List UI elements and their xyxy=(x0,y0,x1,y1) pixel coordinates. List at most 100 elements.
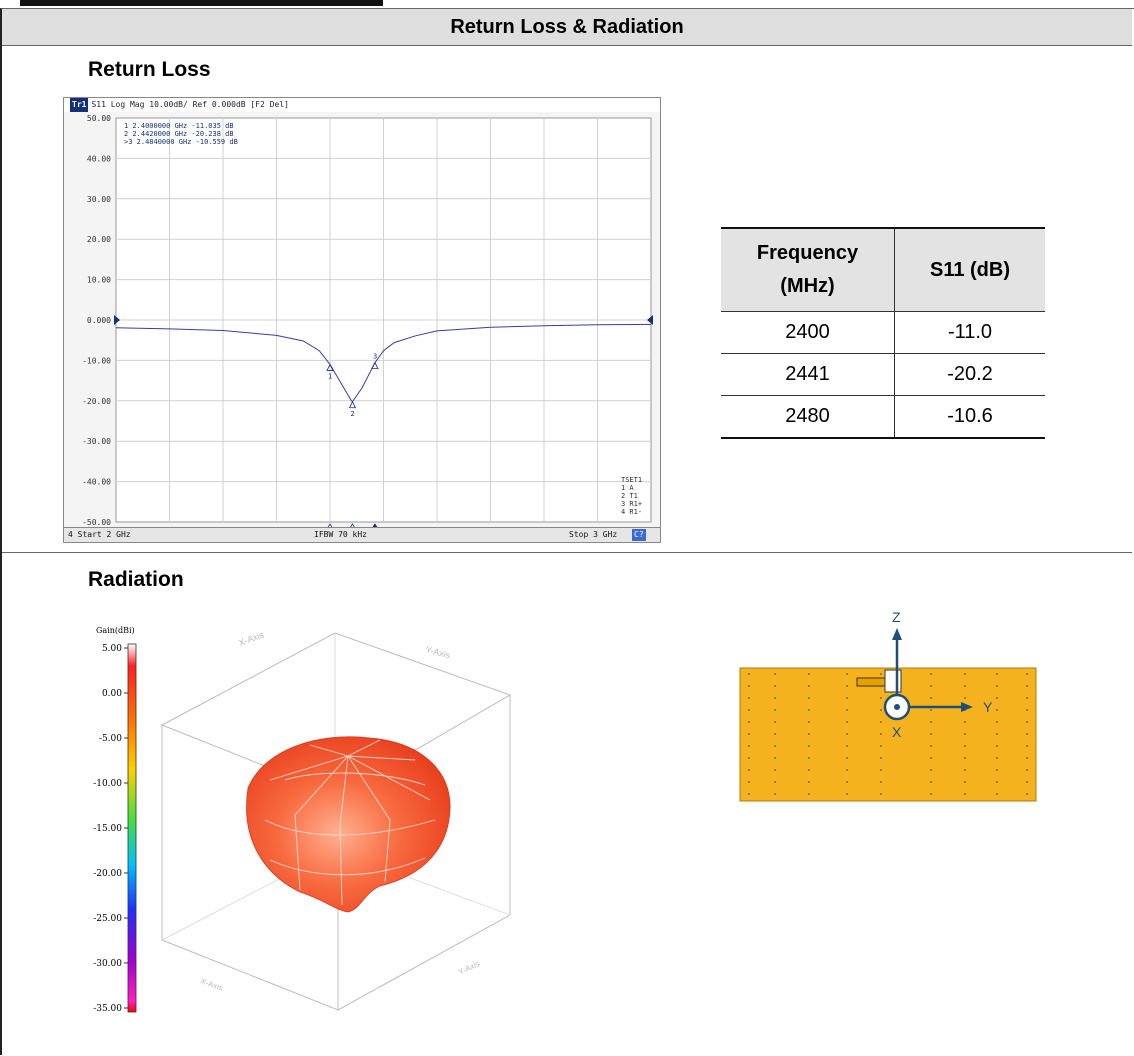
via-dot xyxy=(1026,781,1028,783)
via-dot xyxy=(1026,745,1028,747)
y-tick-label: 20.00 xyxy=(87,235,111,244)
pattern-mesh xyxy=(264,739,436,906)
via-dot xyxy=(748,793,750,795)
via-dot xyxy=(930,673,932,675)
y-tick-label: -10.00 xyxy=(82,356,111,365)
colorbar-title: Gain(dBi) xyxy=(96,626,135,635)
tset-legend: 4 R1- xyxy=(621,508,642,516)
radiation-pattern: Gain(dBi) 5.00 0.00 -5.00 -10.00 -15.00 -20.0… xyxy=(93,626,512,1014)
return-loss-heading: Return Loss xyxy=(88,58,211,81)
via-dot xyxy=(748,757,750,759)
via-dot xyxy=(774,793,776,795)
via-dot xyxy=(880,733,882,735)
via-dot xyxy=(880,673,882,675)
footer-start: 4 Start 2 GHz xyxy=(68,530,131,539)
via-dot xyxy=(808,697,810,699)
via-dot xyxy=(846,757,848,759)
via-dot xyxy=(930,793,932,795)
vna-header-text: S11 Log Mag 10.00dB/ Ref 0.000dB [F2 Del… xyxy=(91,100,289,109)
cell-frequency: 2400 xyxy=(721,311,895,354)
via-dot xyxy=(930,709,932,711)
via-dot xyxy=(996,709,998,711)
via-dot xyxy=(808,757,810,759)
y-label: Y xyxy=(983,699,993,715)
trace-line-s11 xyxy=(115,323,652,403)
tset-legend: 1 A xyxy=(621,484,634,492)
via-dot xyxy=(748,781,750,783)
page-title: Return Loss & Radiation xyxy=(450,15,684,38)
via-dot xyxy=(774,673,776,675)
via-dot xyxy=(808,793,810,795)
via-dot xyxy=(774,733,776,735)
header-frequency: Frequency (MHz) xyxy=(721,227,895,312)
via-dot xyxy=(996,673,998,675)
via-dot xyxy=(964,745,966,747)
y-tick-label: -50.00 xyxy=(82,518,111,527)
s11-plot: 50.00 40.00 30.00 20.00 10.00 0.000 -10.00 -20.… xyxy=(82,114,653,533)
colorbar-ticks: 5.00 0.00 -5.00 -10.00 -15.00 -20.00 -25.00 -30… xyxy=(93,644,128,1014)
via-dot xyxy=(808,709,810,711)
via-dot xyxy=(880,709,882,711)
z-arrowhead xyxy=(892,628,902,640)
colorbar-tick-label: -5.00 xyxy=(99,734,122,744)
section-title-bar: Return Loss & Radiation xyxy=(2,9,1132,46)
via-dot xyxy=(1026,733,1028,735)
header-s11: S11 (dB) xyxy=(894,227,1045,312)
y-tick-label: -30.00 xyxy=(82,437,111,446)
via-dot xyxy=(930,781,932,783)
cell-frequency: 2480 xyxy=(721,395,895,439)
connector xyxy=(884,669,902,693)
y-tick-label: 50.00 xyxy=(87,114,111,123)
y-arrowhead xyxy=(961,702,973,712)
via-dot xyxy=(846,745,848,747)
via-dot xyxy=(930,733,932,735)
colorbar-tick-label: -35.00 xyxy=(93,1004,122,1014)
colorbar-tick-label: 0.00 xyxy=(102,689,122,699)
via-dot xyxy=(774,781,776,783)
via-dot xyxy=(748,769,750,771)
via-dot xyxy=(774,697,776,699)
via-dot xyxy=(996,721,998,723)
via-dot xyxy=(964,721,966,723)
vna-screen: Tr1 S11 Log Mag 10.00dB/ Ref 0.000dB [F2 … xyxy=(63,97,661,543)
colorbar xyxy=(127,643,137,1013)
trace-tag: Tr1 xyxy=(70,98,89,112)
via-dot xyxy=(808,685,810,687)
via-dot xyxy=(880,769,882,771)
via-dot xyxy=(808,733,810,735)
ref-marker-right xyxy=(647,315,653,325)
x-axis-dot xyxy=(894,704,900,710)
colorbar-tick-label: -30.00 xyxy=(93,959,122,969)
vna-header: Tr1 S11 Log Mag 10.00dB/ Ref 0.000dB [F2 … xyxy=(64,98,660,112)
cell-s11: -10.6 xyxy=(894,395,1045,439)
top-rule xyxy=(20,0,383,6)
via-dot xyxy=(846,781,848,783)
via-dot xyxy=(880,793,882,795)
via-dot xyxy=(880,745,882,747)
via-dot xyxy=(996,733,998,735)
via-dot xyxy=(930,697,932,699)
via-dot xyxy=(996,793,998,795)
marker-readout: 1 2.4000000 GHz -11.035 dB xyxy=(124,122,234,130)
via-dot xyxy=(1026,757,1028,759)
y-tick-label: 0.000 xyxy=(87,316,111,325)
y-tick-label: -40.00 xyxy=(82,478,111,487)
trace-marker-label: 3 xyxy=(373,353,377,361)
radiation-heading: Radiation xyxy=(88,568,184,591)
via-dot xyxy=(808,745,810,747)
via-dot xyxy=(748,673,750,675)
via-dot xyxy=(880,781,882,783)
via-dot xyxy=(1026,769,1028,771)
via-dot xyxy=(880,757,882,759)
x-label: X xyxy=(892,724,902,740)
via-dot xyxy=(1026,709,1028,711)
footer-stop: Stop 3 GHz xyxy=(569,530,618,539)
via-dot xyxy=(964,685,966,687)
via-dot xyxy=(748,733,750,735)
via-dot xyxy=(846,733,848,735)
via-dot xyxy=(996,781,998,783)
via-dot xyxy=(774,745,776,747)
colorbar-tick-label: -25.00 xyxy=(93,914,122,924)
antenna-element xyxy=(856,677,886,687)
via-dot xyxy=(930,745,932,747)
